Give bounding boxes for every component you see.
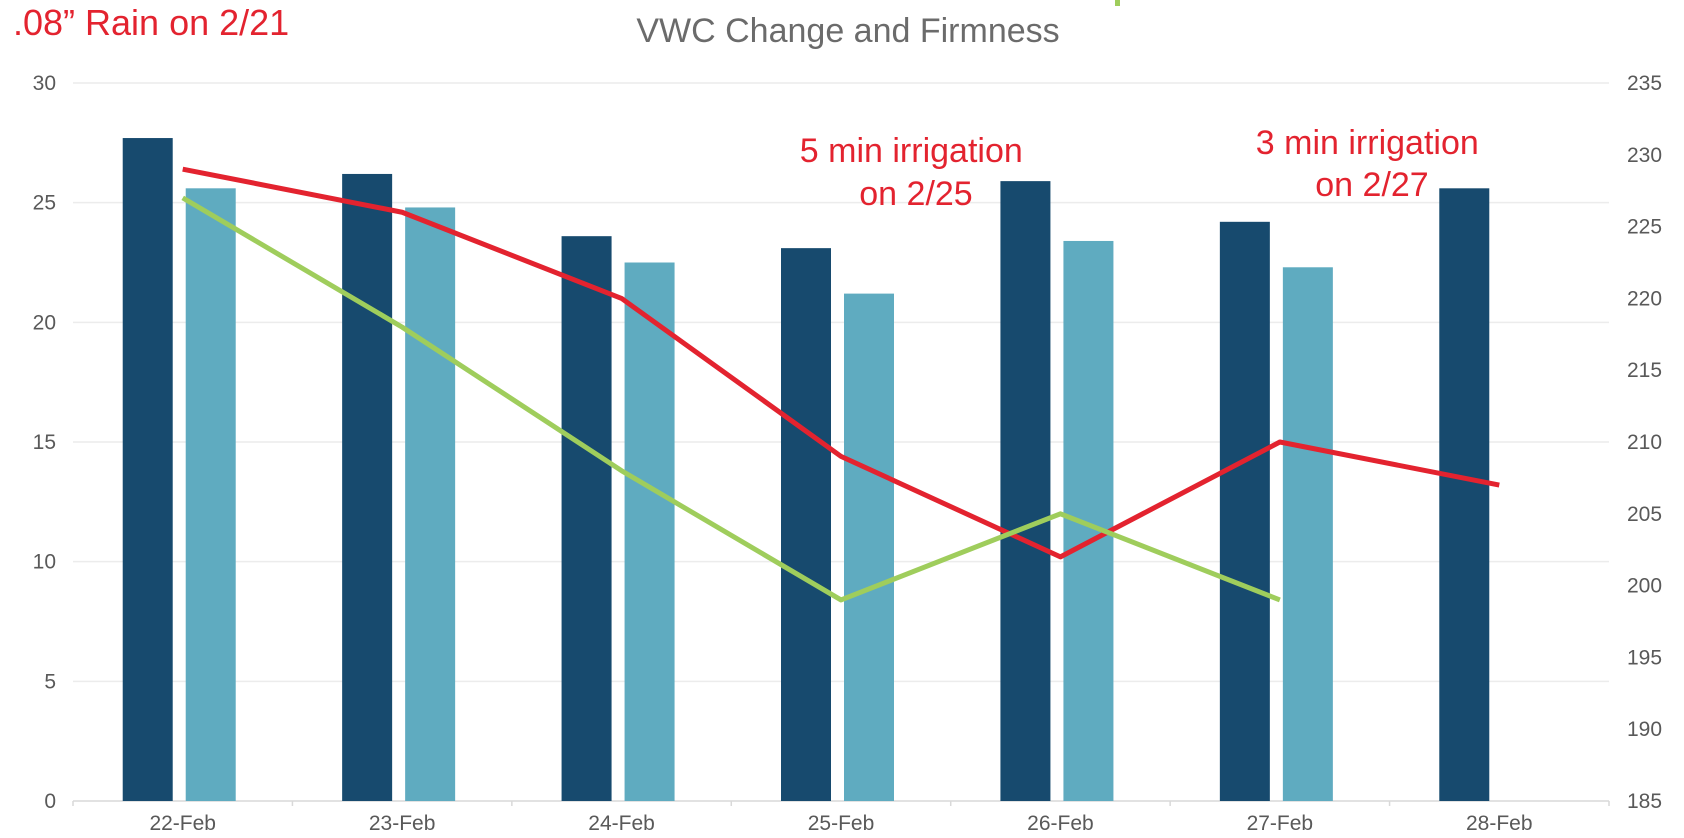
bar-series2-23-Feb <box>405 207 456 801</box>
bar-series2-22-Feb <box>185 188 236 802</box>
annotation-irrigation-2-25-line1: 5 min irrigation <box>800 132 1023 170</box>
bar-series1-23-Feb <box>342 173 393 802</box>
y-tick-label-left: 10 <box>33 551 56 574</box>
right-axis-ticks: 185 190 195 200 205 210 215 220 225 230 235 <box>1627 72 1662 813</box>
y-tick-label-right: 185 <box>1627 790 1662 813</box>
y-tick-label-left: 0 <box>44 790 56 813</box>
x-tick-label: 26-Feb <box>1027 812 1094 835</box>
bar-series1-28-Feb <box>1439 188 1490 802</box>
annotation-irrigation-2-27: 3 min irrigation on 2/27 <box>1256 124 1488 204</box>
x-tick-label: 25-Feb <box>808 812 875 835</box>
bar-series1-26-Feb <box>1000 181 1051 802</box>
left-axis-ticks: 0 5 10 15 20 25 30 <box>33 72 56 813</box>
y-tick-label-left: 5 <box>44 670 56 693</box>
annotation-irrigation-2-25-line2: on 2/25 <box>859 175 972 213</box>
annotation-irrigation-2-27-line2: on 2/27 <box>1315 166 1428 204</box>
chart-title: VWC Change and Firmness <box>636 12 1059 50</box>
y-tick-label-right: 235 <box>1627 72 1662 95</box>
y-tick-label-left: 25 <box>33 192 56 215</box>
x-tick-label: 22-Feb <box>149 812 216 835</box>
bars <box>122 138 1490 802</box>
y-tick-label-right: 230 <box>1627 144 1662 167</box>
annotation-irrigation-2-27-line1: 3 min irrigation <box>1256 124 1479 162</box>
bar-series1-22-Feb <box>122 138 173 802</box>
y-tick-label-right: 220 <box>1627 287 1662 310</box>
y-tick-label-right: 205 <box>1627 503 1662 526</box>
y-tick-label-left: 15 <box>33 431 56 454</box>
y-tick-label-left: 20 <box>33 311 56 334</box>
x-axis-ticks: 22-Feb 23-Feb 24-Feb 25-Feb 26-Feb 27-Feb 28-F… <box>149 812 1532 835</box>
bar-series1-25-Feb <box>781 248 831 801</box>
x-tick-label: 28-Feb <box>1466 812 1533 835</box>
line-series-green <box>181 195 1281 603</box>
bar-series2-25-Feb <box>844 293 894 801</box>
y-tick-label-right: 225 <box>1627 216 1662 239</box>
y-tick-label-right: 215 <box>1627 359 1662 382</box>
y-tick-label-right: 210 <box>1627 431 1662 454</box>
line-series-red <box>182 166 1500 560</box>
clipped-green-mark <box>1115 0 1120 6</box>
bar-series1-27-Feb <box>1219 221 1270 801</box>
bar-series2-26-Feb <box>1063 240 1114 801</box>
bar-series1-24-Feb <box>561 236 612 801</box>
series-lines <box>181 166 1500 603</box>
x-tick-label: 27-Feb <box>1247 812 1314 835</box>
annotation-rain: .08” Rain on 2/21 <box>13 2 289 43</box>
gridlines <box>72 82 1610 806</box>
annotation-irrigation-2-25: 5 min irrigation on 2/25 <box>800 132 1032 213</box>
y-tick-label-right: 200 <box>1627 575 1662 598</box>
x-tick-label: 24-Feb <box>588 812 655 835</box>
x-tick-label: 23-Feb <box>369 812 436 835</box>
y-tick-label-left: 30 <box>33 72 56 95</box>
bar-series2-24-Feb <box>624 262 675 801</box>
y-tick-label-right: 195 <box>1627 646 1662 669</box>
bar-series2-27-Feb <box>1282 267 1333 802</box>
y-tick-label-right: 190 <box>1627 718 1662 741</box>
